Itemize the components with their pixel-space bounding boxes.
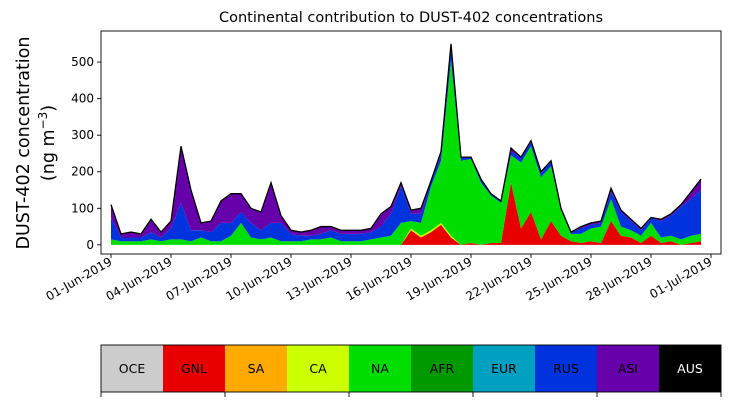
- legend-swatch-gnl: [163, 345, 225, 392]
- x-tick-label: 07-Jun-2019: [164, 254, 235, 303]
- legend-colorbar: OCE GNL SA CA NA AFR EUR RUS ASI AUS: [100, 344, 722, 397]
- legend-label: AFR: [430, 361, 455, 376]
- area-asi: [111, 43, 701, 238]
- x-tick-label: 16-Jun-2019: [344, 254, 415, 303]
- y-tick-label: 100: [71, 201, 94, 215]
- legend-label: ASI: [618, 361, 638, 376]
- legend-label: EUR: [491, 361, 517, 376]
- legend-label: NA: [371, 361, 389, 376]
- legend-swatch-asi: [597, 345, 659, 392]
- legend-swatch-ca: [287, 345, 349, 392]
- y-tick-label: 300: [71, 128, 94, 142]
- legend-frame: [100, 344, 722, 393]
- total-line: [110, 43, 702, 235]
- x-tick-label: 04-Jun-2019: [104, 254, 175, 303]
- area-gnl: [111, 182, 701, 245]
- x-tick-label: 01-Jul-2019: [647, 254, 714, 301]
- y-tick-label: 400: [71, 92, 94, 106]
- legend-label: AUS: [677, 361, 703, 376]
- legend-swatch-na: [349, 345, 411, 392]
- legend-label: GNL: [181, 361, 207, 376]
- y-axis-label-line2: (ng m−3): [36, 105, 59, 181]
- legend-swatch-afr: [411, 345, 473, 392]
- legend-swatch-rus: [535, 345, 597, 392]
- chart-title: Continental contribution to DUST-402 con…: [219, 10, 603, 26]
- x-tick-label: 22-Jun-2019: [464, 254, 535, 303]
- y-tick-label: 500: [71, 55, 94, 69]
- stacked-area-group: [110, 43, 702, 245]
- legend-swatch-oce: [101, 345, 163, 392]
- legend-swatch-eur: [473, 345, 535, 392]
- legend-swatch-aus: [659, 345, 721, 392]
- legend-label: RUS: [553, 361, 579, 376]
- x-tick-label: 28-Jun-2019: [584, 254, 655, 303]
- x-tick-label: 19-Jun-2019: [404, 254, 475, 303]
- x-tick-label: 25-Jun-2019: [524, 254, 595, 303]
- x-tick-label: 01-Jun-2019: [44, 254, 115, 303]
- y-tick-label: 0: [86, 238, 94, 252]
- legend-swatch-sa: [225, 345, 287, 392]
- legend-label: CA: [309, 361, 327, 376]
- legend-label: SA: [248, 361, 265, 376]
- area-rus: [111, 49, 701, 242]
- x-tick-label: 13-Jun-2019: [284, 254, 355, 303]
- y-tick-label: 200: [71, 165, 94, 179]
- y-axis-label-line1: DUST-402 concentration: [14, 37, 34, 250]
- x-tick-label: 10-Jun-2019: [224, 254, 295, 303]
- area-na: [111, 60, 701, 245]
- legend-label: OCE: [119, 361, 146, 376]
- axes-group: 0 100 200 300 400 500 01-Jun-201904-Jun-201907…: [44, 30, 722, 304]
